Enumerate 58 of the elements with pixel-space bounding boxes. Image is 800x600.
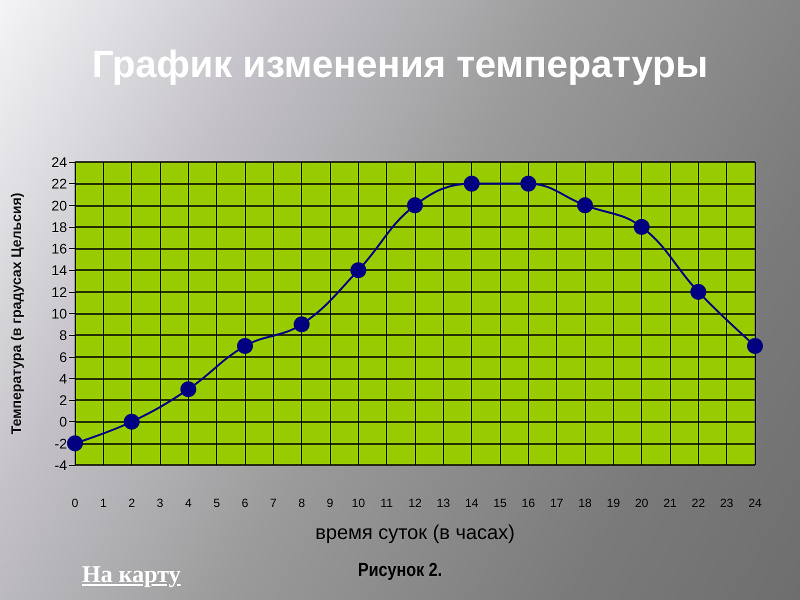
x-tick-label: 8 [298,496,306,510]
x-tick-label: 19 [606,496,620,510]
x-tick-label: 17 [550,496,564,510]
y-tick-label: -4 [54,457,68,473]
x-tick-label: 23 [720,496,734,510]
y-tick-label: 0 [59,414,68,430]
x-tick-label: 20 [634,496,649,510]
y-tick-label: 6 [59,348,68,365]
x-tick-label: 3 [156,496,164,510]
y-tick-label: 8 [59,327,68,344]
y-tick-label: 16 [51,240,68,257]
point [237,338,253,354]
x-tick-label: 2 [128,496,136,510]
x-tick-label: 5 [213,496,220,510]
x-tick-label: 6 [242,496,249,510]
y-axis-title: Температура (в градусах Цельсия) [8,192,24,434]
y-tick-label: -2 [54,435,68,452]
point [634,218,650,235]
x-tick-label: 18 [578,496,592,510]
x-tick-label: 24 [748,496,762,510]
point [67,435,83,452]
x-tick-label: 15 [493,496,507,510]
point [577,197,593,214]
point [294,316,310,332]
x-tick-label: 22 [692,496,706,510]
x-tick-label: 4 [184,496,192,510]
x-tick-label: 1 [100,496,107,510]
point [464,176,480,192]
y-tick-label: 10 [51,306,68,322]
point [180,381,196,398]
x-tick-label: 16 [522,496,536,510]
point [747,338,763,354]
point [690,284,706,300]
y-tick-label: 14 [51,262,68,278]
point [124,414,140,430]
x-tick-label: 9 [326,496,334,510]
text: На карту [82,562,181,589]
point [407,197,423,214]
x-tick-label: 13 [436,496,450,510]
x-tick-label: 11 [380,496,394,510]
y-tick-label: 12 [51,284,68,300]
y-tick-label: 22 [51,176,68,192]
y-tick-label: 2 [59,392,68,408]
x-tick-label: 0 [72,496,79,510]
x-tick-label: 7 [270,496,277,510]
text: Рисунок 2. [358,560,442,581]
x-tick-label: 10 [352,496,366,510]
y-tick-label: 24 [51,154,68,170]
y-tick-label: 20 [51,197,68,214]
point [350,262,366,278]
x-tick-label: 14 [464,496,479,510]
y-tick-label: 18 [51,218,68,235]
x-tick-label: 21 [663,496,677,510]
y-tick-label: 4 [59,370,68,386]
x-axis-title: время суток (в часах) [315,522,515,544]
x-tick-label: 12 [408,496,422,510]
chart-title: График изменения температуры [91,44,709,87]
point [520,176,536,192]
